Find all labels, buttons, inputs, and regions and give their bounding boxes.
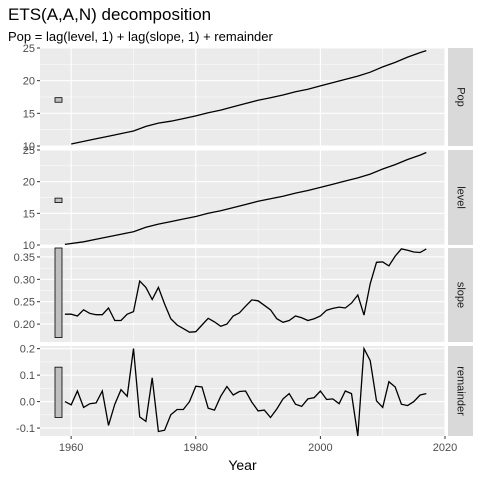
- y-tick-label: 0.1: [20, 370, 35, 382]
- y-tick-label: 20: [23, 76, 35, 88]
- y-tick-label: 10: [23, 240, 35, 252]
- x-axis-label: Year: [228, 457, 257, 473]
- panel-remainder: [37, 346, 473, 436]
- y-tick-label: 0.2: [20, 344, 35, 356]
- facet-label-slope: slope: [455, 282, 467, 308]
- y-tick-label: 20: [23, 177, 35, 189]
- panel-background: [40, 248, 445, 342]
- y-tick-label: 0.0: [20, 397, 35, 409]
- y-tick-label: 0.30: [14, 274, 35, 286]
- x-tick-label: 2020: [433, 442, 457, 454]
- scale-bar: [55, 98, 62, 103]
- y-tick-label: 15: [23, 108, 35, 120]
- scale-bar: [55, 367, 62, 417]
- y-tick-label: 0.20: [14, 319, 35, 331]
- panel-level: [37, 150, 473, 245]
- facet-label-remainder: remainder: [455, 366, 467, 416]
- y-tick-label: 0.25: [14, 297, 35, 309]
- panel-slope: [37, 248, 473, 342]
- facet-label-Pop: Pop: [455, 87, 467, 107]
- y-tick-label: 0.35: [14, 252, 35, 264]
- facet-label-level: level: [455, 186, 467, 209]
- x-tick-label: 1980: [184, 442, 208, 454]
- x-tick-label: 2000: [308, 442, 332, 454]
- x-tick-label: 1960: [59, 442, 83, 454]
- y-tick-label: 15: [23, 208, 35, 220]
- y-tick-label: -0.1: [16, 423, 35, 435]
- scale-bar: [55, 198, 62, 202]
- scale-bar: [55, 248, 62, 338]
- y-tick-label: 25: [23, 43, 35, 55]
- panel-Pop: [37, 48, 473, 146]
- y-tick-label: 25: [23, 145, 35, 157]
